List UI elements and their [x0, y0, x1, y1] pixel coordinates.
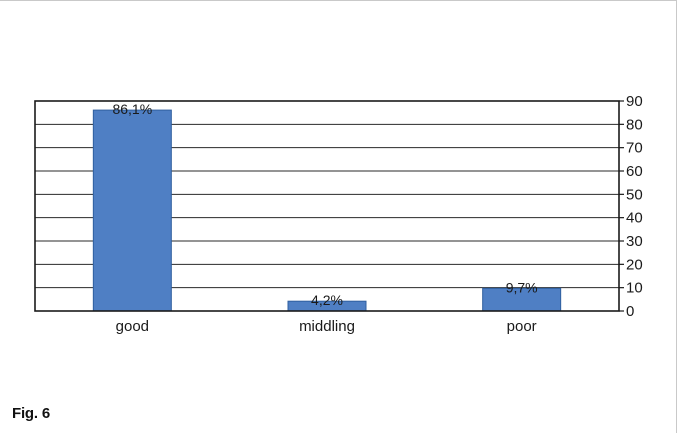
y-tick-label: 40	[626, 210, 643, 227]
y-tick-label: 80	[626, 116, 643, 133]
data-label: 86,1%	[112, 101, 152, 117]
y-tick-label: 0	[626, 303, 634, 320]
y-tick-label: 70	[626, 140, 643, 157]
y-tick-label: 30	[626, 233, 643, 250]
y-tick-label: 60	[626, 163, 643, 180]
data-labels: 86,1% 4,2% 9,7%	[112, 101, 537, 308]
figure-caption: Fig. 6	[12, 405, 50, 422]
y-tick-label: 10	[626, 280, 643, 297]
x-tick-label: poor	[507, 318, 537, 335]
plot-frame	[34, 100, 620, 312]
x-tick-label: middling	[299, 318, 355, 335]
y-tick-label: 90	[626, 93, 643, 110]
bars	[92, 109, 562, 312]
x-axis-labels: good middling poor	[116, 318, 537, 335]
bar-chart: 0 10 20 30 40 50 60 70 80 90 86,1% 4,2% 9,7% good mi…	[34, 93, 643, 335]
data-label: 9,7%	[506, 279, 538, 295]
data-label: 4,2%	[311, 292, 343, 308]
y-tick-label: 20	[626, 256, 643, 273]
x-tick-label: good	[116, 318, 149, 335]
bar-good	[92, 109, 172, 312]
y-axis-ticks: 0 10 20 30 40 50 60 70 80 90	[619, 93, 643, 320]
y-tick-label: 50	[626, 186, 643, 203]
